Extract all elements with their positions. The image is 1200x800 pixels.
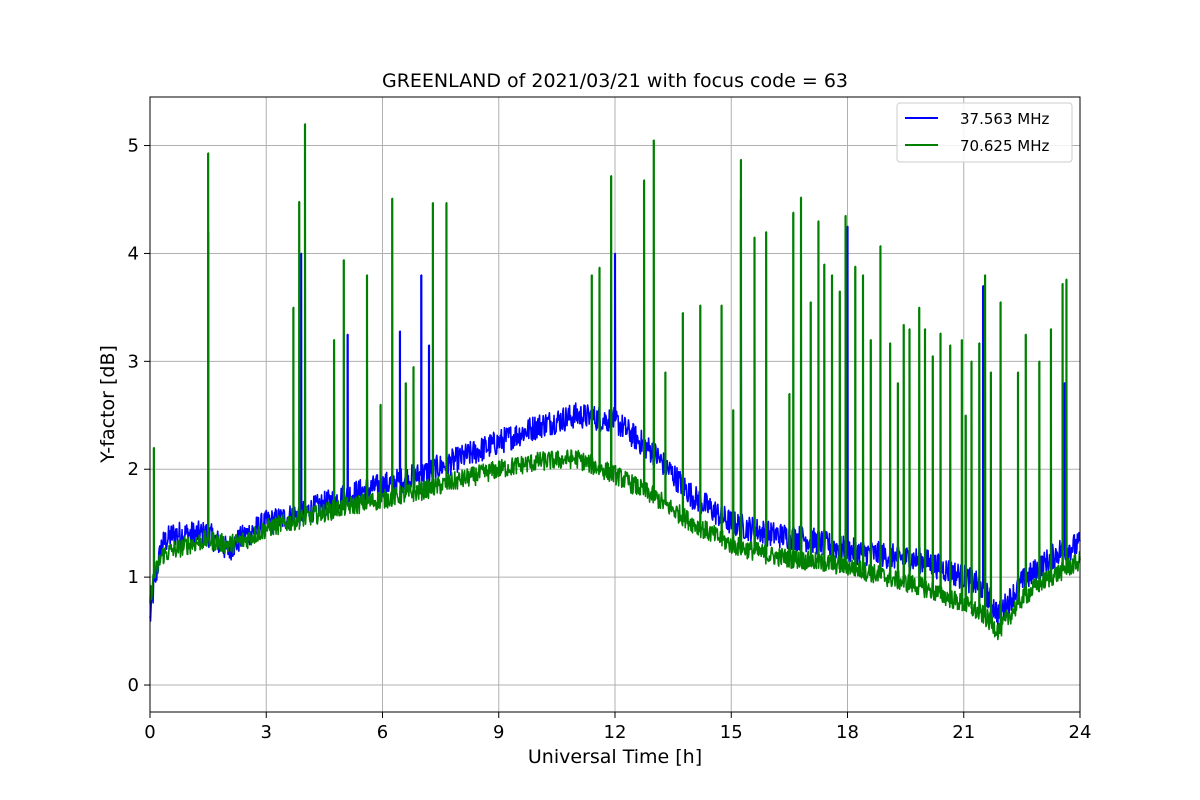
y-tick-label: 5 bbox=[128, 136, 139, 157]
plot-series bbox=[149, 123, 1081, 641]
x-axis: 0 3 6 9 12 15 18 21 24 bbox=[144, 712, 1091, 743]
legend-label-1: 70.625 MHz bbox=[960, 137, 1049, 155]
y-tick-label: 1 bbox=[128, 567, 139, 588]
x-tick-label: 3 bbox=[261, 722, 272, 743]
y-tick-label: 3 bbox=[128, 351, 139, 372]
y-tick-label: 2 bbox=[128, 459, 139, 480]
y-axis-label: Y-factor [dB] bbox=[97, 345, 119, 464]
y-tick-label: 0 bbox=[128, 675, 139, 696]
x-tick-label: 9 bbox=[493, 722, 504, 743]
legend: 37.563 MHz 70.625 MHz bbox=[896, 102, 1073, 163]
x-tick-label: 12 bbox=[604, 722, 627, 743]
x-tick-label: 21 bbox=[952, 722, 975, 743]
x-tick-label: 18 bbox=[836, 722, 859, 743]
chart-title: GREENLAND of 2021/03/21 with focus code … bbox=[382, 70, 848, 92]
legend-label-0: 37.563 MHz bbox=[960, 110, 1049, 128]
x-axis-label: Universal Time [h] bbox=[528, 746, 702, 768]
x-tick-label: 24 bbox=[1069, 722, 1092, 743]
series-line-1 bbox=[149, 123, 1081, 641]
legend-box bbox=[896, 102, 1073, 163]
x-tick-label: 0 bbox=[144, 722, 155, 743]
x-tick-label: 15 bbox=[720, 722, 743, 743]
y-tick-label: 4 bbox=[128, 243, 139, 264]
y-axis: 0 1 2 3 4 5 bbox=[128, 136, 150, 696]
x-tick-label: 6 bbox=[377, 722, 388, 743]
